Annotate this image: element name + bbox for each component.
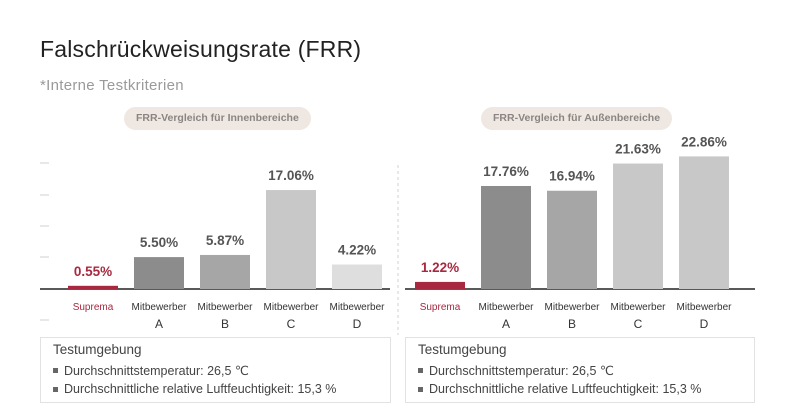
page-subtitle: *Interne Testkriterien bbox=[40, 77, 184, 94]
indoor-env-temperature: Durchschnittstemperatur: 26,5 ℃ bbox=[53, 363, 390, 378]
outdoor-category-letter-3: B bbox=[568, 317, 576, 331]
outdoor-humidity-text: Durchschnittliche relative Luftfeuchtigk… bbox=[429, 382, 702, 396]
outdoor-value-label-5: 22.86% bbox=[681, 134, 727, 149]
outdoor-category-letter-4: C bbox=[634, 317, 643, 331]
bullet-square-icon bbox=[53, 368, 58, 373]
indoor-value-label-5: 4.22% bbox=[338, 243, 376, 258]
outdoor-bar-4 bbox=[613, 163, 663, 289]
outdoor-category-letter-2: A bbox=[502, 317, 510, 331]
indoor-humidity-text: Durchschnittliche relative Luftfeuchtigk… bbox=[64, 382, 337, 396]
indoor-category-letter-5: D bbox=[353, 317, 362, 331]
indoor-category-label-5: Mitbewerber bbox=[329, 302, 385, 313]
indoor-value-label-1: 0.55% bbox=[74, 264, 112, 279]
outdoor-value-label-1: 1.22% bbox=[421, 260, 459, 275]
outdoor-value-label-3: 16.94% bbox=[549, 169, 595, 184]
outdoor-bar-1 bbox=[415, 281, 465, 289]
outdoor-bar-5 bbox=[679, 156, 729, 289]
outdoor-env-title: Testumgebung bbox=[418, 342, 507, 357]
indoor-chart-title: FRR-Vergleich für Innenbereiche bbox=[124, 107, 311, 130]
indoor-env-title: Testumgebung bbox=[53, 342, 142, 357]
indoor-category-letter-2: A bbox=[155, 317, 163, 331]
outdoor-category-label-3: Mitbewerber bbox=[544, 302, 600, 313]
outdoor-test-environment-box: Testumgebung Durchschnittstemperatur: 26… bbox=[405, 337, 755, 403]
outdoor-category-label-5: Mitbewerber bbox=[676, 302, 732, 313]
outdoor-category-label-4: Mitbewerber bbox=[610, 302, 666, 313]
outdoor-bar-3 bbox=[547, 190, 597, 289]
bullet-square-icon bbox=[53, 386, 58, 392]
outdoor-temperature-text: Durchschnittstemperatur: 26,5 ℃ bbox=[429, 364, 614, 378]
outdoor-category-label-2: Mitbewerber bbox=[478, 302, 534, 313]
outdoor-value-label-4: 21.63% bbox=[615, 142, 661, 157]
indoor-category-letter-4: C bbox=[287, 317, 296, 331]
indoor-test-environment-box: Testumgebung Durchschnittstemperatur: 26… bbox=[40, 337, 391, 403]
indoor-bar-2 bbox=[134, 257, 184, 289]
outdoor-category-label-1: Suprema bbox=[420, 302, 461, 313]
frr-bar-charts: 0.55% Suprema 5.50% Mitbewerber A 5.87% Mitbew… bbox=[40, 134, 755, 335]
outdoor-chart-title: FRR-Vergleich für Außenbereiche bbox=[481, 107, 673, 130]
indoor-value-label-4: 17.06% bbox=[268, 168, 314, 183]
indoor-value-label-3: 5.87% bbox=[206, 233, 244, 248]
indoor-bar-4 bbox=[266, 190, 316, 289]
bullet-square-icon bbox=[418, 368, 423, 373]
outdoor-value-label-2: 17.76% bbox=[483, 164, 529, 179]
indoor-env-humidity: Durchschnittliche relative Luftfeuchtigk… bbox=[53, 382, 390, 396]
page-title: Falschrückweisungsrate (FRR) bbox=[40, 36, 362, 62]
indoor-bar-5 bbox=[332, 264, 382, 289]
indoor-bar-1 bbox=[68, 285, 118, 289]
outdoor-bar-2 bbox=[481, 185, 531, 289]
indoor-category-label-2: Mitbewerber bbox=[131, 302, 187, 313]
indoor-category-label-4: Mitbewerber bbox=[263, 302, 319, 313]
indoor-category-label-3: Mitbewerber bbox=[197, 302, 253, 313]
outdoor-env-humidity: Durchschnittliche relative Luftfeuchtigk… bbox=[418, 382, 754, 396]
outdoor-category-letter-5: D bbox=[700, 317, 709, 331]
indoor-bar-3 bbox=[200, 254, 250, 289]
indoor-category-label-1: Suprema bbox=[73, 302, 114, 313]
indoor-value-label-2: 5.50% bbox=[140, 235, 178, 250]
indoor-category-letter-3: B bbox=[221, 317, 229, 331]
indoor-temperature-text: Durchschnittstemperatur: 26,5 ℃ bbox=[64, 364, 249, 378]
outdoor-env-temperature: Durchschnittstemperatur: 26,5 ℃ bbox=[418, 363, 754, 378]
bullet-square-icon bbox=[418, 386, 423, 392]
